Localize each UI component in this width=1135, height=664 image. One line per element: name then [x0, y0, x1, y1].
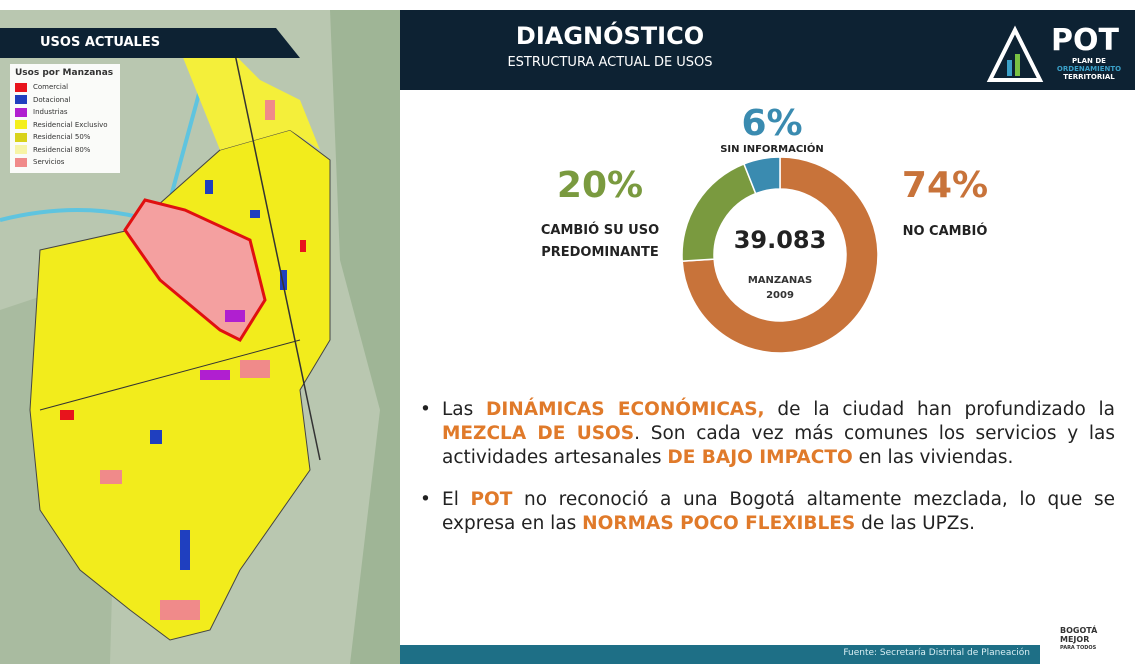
donut-segment	[681, 156, 879, 354]
legend-item: Residencial 50%	[15, 131, 115, 144]
bullet: • Las DINÁMICAS ECONÓMICAS, de la ciudad …	[420, 398, 1115, 470]
block	[100, 470, 122, 484]
legend-swatch	[15, 145, 27, 155]
block	[60, 410, 74, 420]
legend-swatch	[15, 132, 27, 142]
city-north	[180, 50, 320, 150]
logo-bar	[1015, 54, 1020, 76]
legend-label: Residencial Exclusivo	[33, 120, 108, 129]
block	[265, 100, 275, 120]
legend-label: Residencial 80%	[33, 145, 91, 154]
text: de la ciudad han profundizado la	[764, 399, 1115, 420]
bullet-dot: •	[420, 489, 431, 510]
text: El	[442, 489, 471, 510]
legend-item: Comercial	[15, 81, 115, 94]
block	[150, 430, 162, 444]
block	[250, 210, 260, 218]
donut-segment	[742, 156, 781, 195]
value-label: 6%	[741, 103, 803, 144]
brand-line: PARA TODOS	[1060, 645, 1097, 651]
legend-item: Dotacional	[15, 94, 115, 107]
map-header: USOS ACTUALES	[0, 28, 300, 58]
brand-line: BOGOTÁ	[1060, 626, 1098, 635]
highlight-area	[123, 198, 267, 342]
legend-swatch	[15, 157, 27, 167]
legend-item: Industrias	[15, 106, 115, 119]
logo-sub: PLAN DE	[1072, 57, 1106, 65]
text: . Son cada vez más comunes los servicios…	[442, 423, 1116, 468]
highlight: NORMAS POCO FLEXIBLES	[582, 513, 856, 534]
title: DIAGNÓSTICO	[515, 22, 705, 50]
header-bar	[400, 10, 1135, 90]
legend-label: Industrias	[33, 108, 68, 117]
text: Las	[442, 399, 487, 420]
center-label: MANZANAS	[748, 275, 812, 286]
highlight: DE BAJO IMPACTO	[667, 447, 853, 468]
legend-title: Usos por Manzanas	[15, 68, 114, 78]
legend-item: Residencial 80%	[15, 144, 115, 157]
terrain	[330, 10, 400, 664]
center-label: 2009	[766, 290, 794, 301]
bullet-list: • Las DINÁMICAS ECONÓMICAS, de la ciudad …	[420, 398, 1115, 554]
legend-label: Servicios	[33, 158, 65, 167]
category-label: SIN INFORMACIÓN	[720, 144, 824, 155]
logo-sub: ORDENAMIENTO	[1057, 65, 1121, 73]
highlight: POT	[470, 489, 513, 510]
value-label: 74%	[901, 165, 989, 206]
map	[0, 10, 400, 664]
legend-item: Residencial Exclusivo	[15, 119, 115, 132]
block	[200, 370, 230, 380]
block	[280, 270, 287, 290]
center-value: 39.083	[734, 226, 827, 254]
map-blocks	[60, 100, 306, 620]
legend-swatch	[15, 82, 27, 92]
bullet-text: El POT no reconoció a una Bogotá altamen…	[442, 488, 1115, 536]
category-label: CAMBIÓ SU USO PREDOMINANTE	[540, 223, 660, 260]
text: en las viviendas.	[852, 447, 1014, 468]
bullet-text: Las DINÁMICAS ECONÓMICAS, de la ciudad h…	[442, 398, 1115, 470]
brand-line: MEJOR	[1060, 635, 1090, 644]
block	[225, 310, 245, 322]
source: Fuente: Secretaría Distrital de Planeaci…	[843, 648, 1030, 658]
subtitle: ESTRUCTURA ACTUAL DE USOS	[507, 55, 713, 70]
category-label: NO CAMBIÓ	[902, 224, 988, 239]
donut-chart: 39.083 MANZANAS 2009	[681, 156, 879, 354]
legend-swatch	[15, 120, 27, 130]
road	[39, 339, 301, 411]
legend-swatch	[15, 95, 27, 105]
legend-label: Comercial	[33, 83, 69, 92]
road	[229, 29, 321, 461]
block	[180, 530, 190, 570]
bullet-dot: •	[420, 399, 431, 420]
highlight: DINÁMICAS ECONÓMICAS,	[486, 399, 765, 420]
logo-triangle	[986, 25, 1044, 82]
brand: BOGOTÁ MEJOR PARA TODOS	[1060, 626, 1097, 653]
map-legend: Usos por Manzanas Comercial Dotacional Ind…	[10, 64, 120, 173]
block	[240, 360, 270, 378]
legend-item: Servicios	[15, 156, 115, 169]
block	[205, 180, 213, 194]
legend-swatch	[15, 107, 27, 117]
block	[160, 600, 200, 620]
legend-label: Residencial 50%	[33, 133, 91, 142]
text: de las UPZs.	[855, 513, 975, 534]
value-label: 20%	[556, 165, 644, 206]
block	[300, 240, 306, 252]
logo-bar	[1007, 60, 1012, 76]
text: no reconoció a una Bogotá altamente mezc…	[442, 489, 1115, 534]
bullet: • El POT no reconoció a una Bogotá altame…	[420, 488, 1115, 536]
legend-label: Dotacional	[33, 95, 71, 104]
footer-bar	[400, 645, 1040, 664]
logo-sub: TERRITORIAL	[1063, 73, 1115, 81]
highlight: MEZCLA DE USOS	[442, 423, 635, 444]
logo-text: POT	[1051, 23, 1119, 58]
logo: POT PLAN DE ORDENAMIENTO TERRITORIAL	[986, 23, 1121, 82]
